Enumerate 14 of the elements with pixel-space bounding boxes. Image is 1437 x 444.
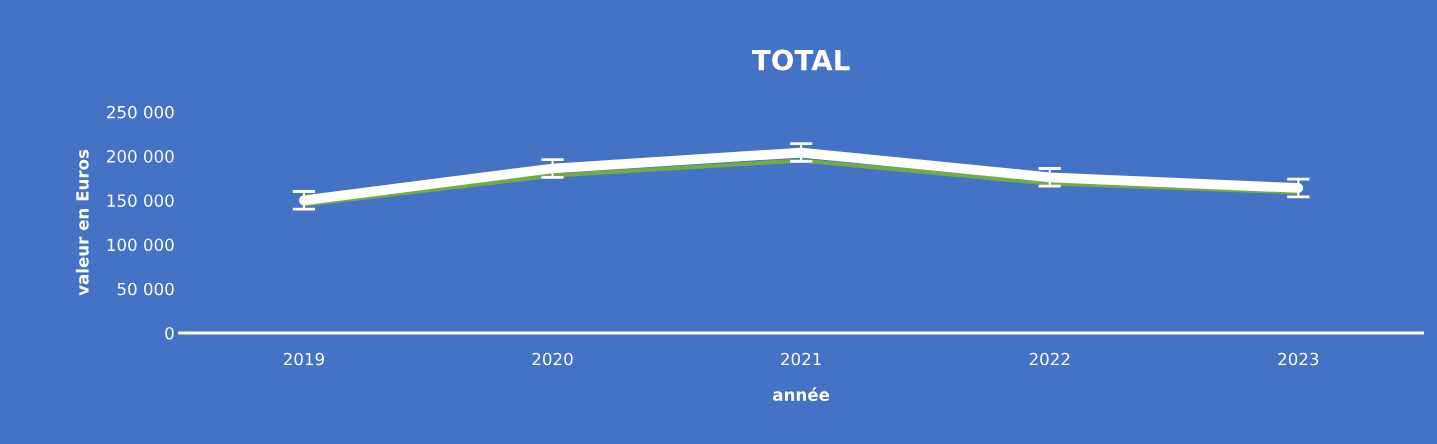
x-tick-label: 2023 [1278,352,1319,366]
y-tick-label: 150 000 [107,194,174,207]
x-tick-label: 2022 [1029,352,1070,366]
y-tick-label: 250 000 [107,105,174,119]
y-tick-label: 200 000 [107,150,174,163]
y-tick-label: 100 000 [107,238,174,252]
x-tick-label: 2021 [781,352,821,366]
y-axis-title: valeur en Euros [75,149,89,296]
x-tick-label: 2019 [283,352,324,366]
y-tick-label: 0 [165,326,174,340]
x-tick-label: 2020 [532,352,573,366]
y-tick-label: 50 000 [117,282,174,296]
chart-title: TOTAL [751,49,850,71]
x-axis-title: année [773,387,830,401]
